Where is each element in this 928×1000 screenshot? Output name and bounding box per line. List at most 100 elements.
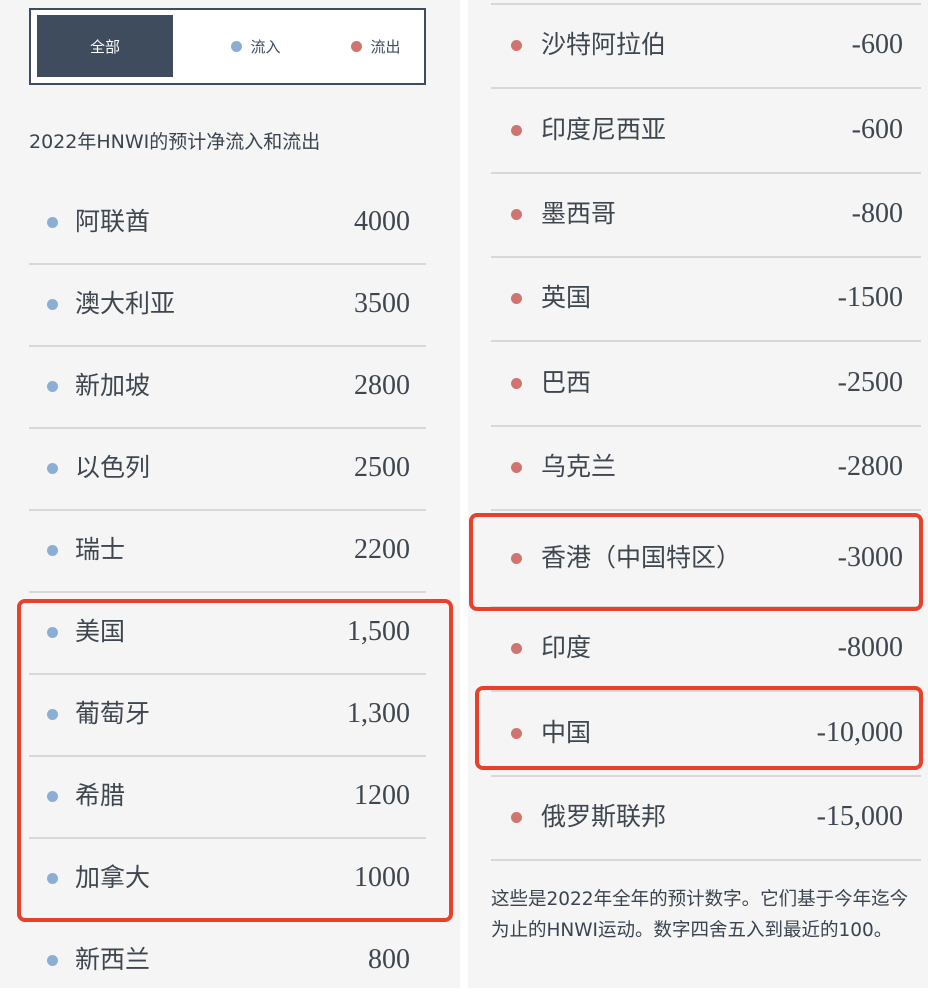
divider <box>29 673 426 675</box>
list-item[interactable]: 乌克兰 -2800 <box>491 426 921 508</box>
country-name: 葡萄牙 <box>75 699 151 728</box>
net-flow-value: 1200 <box>354 780 410 811</box>
net-flow-value: -15,000 <box>816 801 903 832</box>
list-item[interactable]: 俄罗斯联邦 -15,000 <box>491 776 921 858</box>
net-flow-value: 1,300 <box>347 698 410 729</box>
list-item[interactable]: 澳大利亚 3500 <box>29 264 426 344</box>
list-item[interactable]: 香港（中国特区） -3000 <box>491 511 921 605</box>
red-dot-icon <box>511 125 522 136</box>
country-name: 俄罗斯联邦 <box>541 802 667 831</box>
divider <box>29 263 426 265</box>
red-dot-icon <box>511 40 522 51</box>
country-name: 新西兰 <box>75 945 151 974</box>
tab-outflow[interactable]: 流出 <box>331 15 421 77</box>
list-item[interactable]: 印度 -8000 <box>491 607 921 689</box>
net-flow-value: 2500 <box>354 452 410 483</box>
divider <box>491 509 921 511</box>
blue-dot-icon <box>47 217 58 228</box>
list-item[interactable]: 美国 1,500 <box>29 592 426 672</box>
divider <box>29 427 426 429</box>
net-flow-value: 800 <box>368 944 410 975</box>
tab-inflow[interactable]: 流入 <box>201 15 311 77</box>
divider <box>491 859 921 861</box>
country-name: 希腊 <box>75 781 126 810</box>
list-item[interactable]: 瑞士 2200 <box>29 510 426 590</box>
list-item[interactable]: 中国 -10,000 <box>491 692 921 774</box>
red-dot-icon <box>511 812 522 823</box>
red-dot-icon <box>351 40 363 52</box>
country-name: 沙特阿拉伯 <box>541 30 667 59</box>
net-flow-value: 1000 <box>354 862 410 893</box>
list-item[interactable]: 新加坡 2800 <box>29 346 426 426</box>
divider <box>29 755 426 757</box>
list-item[interactable]: 巴西 -2500 <box>491 342 921 424</box>
net-flow-value: -2800 <box>837 451 903 482</box>
divider <box>491 340 921 342</box>
country-name: 新加坡 <box>75 371 151 400</box>
blue-dot-icon <box>47 463 58 474</box>
list-item[interactable]: 墨西哥 -800 <box>491 173 921 255</box>
list-item[interactable]: 英国 -1500 <box>491 257 921 339</box>
divider <box>29 591 426 593</box>
divider <box>29 345 426 347</box>
blue-dot-icon <box>47 791 58 802</box>
red-dot-icon <box>511 553 522 564</box>
list-item[interactable]: 新西兰 800 <box>29 920 426 1000</box>
divider <box>491 172 921 174</box>
country-name: 香港（中国特区） <box>541 543 742 572</box>
net-flow-value: 3500 <box>354 288 410 319</box>
red-dot-icon <box>511 293 522 304</box>
tab-inflow-label: 流入 <box>250 37 281 56</box>
country-name: 印度尼西亚 <box>541 115 667 144</box>
list-item[interactable]: 印度尼西亚 -600 <box>491 89 921 171</box>
net-flow-value: -8000 <box>837 632 903 663</box>
list-item[interactable]: 阿联酋 4000 <box>29 182 426 262</box>
divider <box>491 425 921 427</box>
net-flow-value: -2500 <box>837 367 903 398</box>
country-name: 英国 <box>541 283 592 312</box>
net-flow-value: -1500 <box>837 282 903 313</box>
highlight-box <box>469 513 923 611</box>
divider <box>491 256 921 258</box>
net-flow-value: 4000 <box>354 206 410 237</box>
country-name: 墨西哥 <box>541 199 617 228</box>
left-panel: 全部 流入 流出 2022年HNWI的预计净流入和流出 <box>0 0 460 988</box>
divider <box>491 87 921 89</box>
country-name: 加拿大 <box>75 863 151 892</box>
net-flow-value: -3000 <box>837 542 903 573</box>
blue-dot-icon <box>47 709 58 720</box>
blue-dot-icon <box>47 299 58 310</box>
tab-all[interactable]: 全部 <box>37 15 173 77</box>
divider <box>29 837 426 839</box>
list-item[interactable]: 加拿大 1000 <box>29 838 426 918</box>
blue-dot-icon <box>47 545 58 556</box>
net-flow-value: 2800 <box>354 370 410 401</box>
blue-dot-icon <box>47 955 58 966</box>
red-dot-icon <box>511 643 522 654</box>
country-name: 乌克兰 <box>541 452 617 481</box>
country-name: 中国 <box>541 718 592 747</box>
tab-outflow-label: 流出 <box>370 37 401 56</box>
red-dot-icon <box>511 462 522 473</box>
list-item[interactable]: 以色列 2500 <box>29 428 426 508</box>
net-flow-value: -600 <box>851 29 903 60</box>
list-item[interactable]: 葡萄牙 1,300 <box>29 674 426 754</box>
net-flow-value: 1,500 <box>347 616 410 647</box>
blue-dot-icon <box>47 627 58 638</box>
net-flow-value: 2200 <box>354 534 410 565</box>
list-item[interactable]: 希腊 1200 <box>29 756 426 836</box>
net-flow-value: -600 <box>851 114 903 145</box>
highlight-box <box>475 686 923 770</box>
country-name: 瑞士 <box>75 535 126 564</box>
net-flow-value: -10,000 <box>816 717 903 748</box>
list-item[interactable]: 沙特阿拉伯 -600 <box>491 4 921 86</box>
footnote: 这些是2022年全年的预计数字。它们基于今年迄今为止的HNWI运动。数字四舍五入… <box>491 889 909 941</box>
net-flow-value: -800 <box>851 198 903 229</box>
country-name: 以色列 <box>75 453 151 482</box>
red-dot-icon <box>511 728 522 739</box>
divider <box>491 3 921 5</box>
country-name: 美国 <box>75 617 126 646</box>
blue-dot-icon <box>231 40 243 52</box>
tab-all-label: 全部 <box>89 37 120 56</box>
right-panel <box>468 0 928 988</box>
